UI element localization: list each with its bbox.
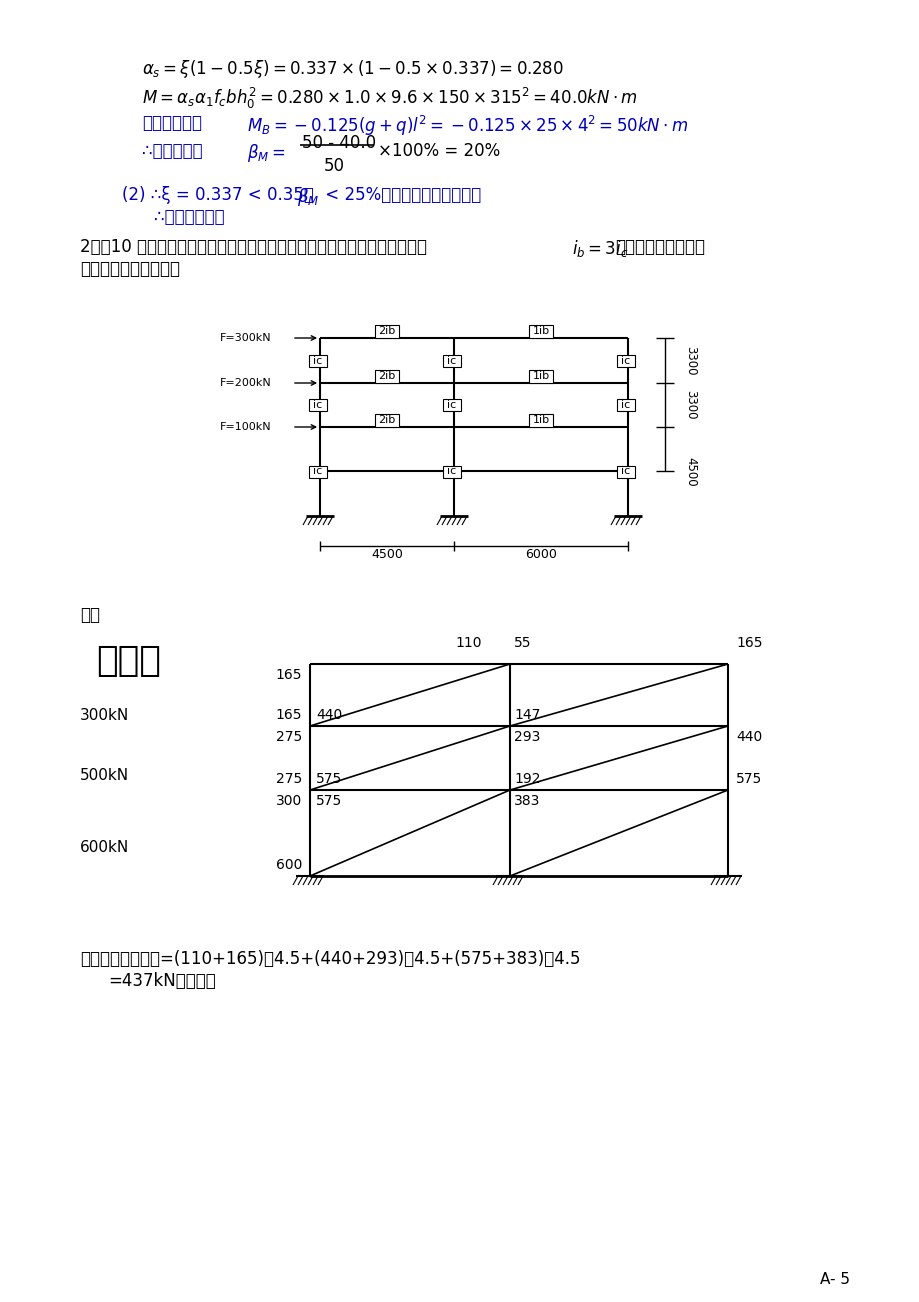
Bar	[617, 354, 634, 366]
Text: A- 5: A- 5	[819, 1272, 849, 1286]
Text: ic: ic	[447, 400, 456, 410]
Text: ic: ic	[620, 466, 630, 477]
Text: $i_b=3i_c$: $i_b=3i_c$	[572, 238, 628, 259]
Text: ic: ic	[313, 355, 323, 366]
Text: 4500: 4500	[683, 457, 697, 487]
Text: $\beta_M = $: $\beta_M = $	[246, 142, 285, 164]
Bar	[375, 370, 399, 383]
Text: F=300kN: F=300kN	[220, 333, 271, 342]
Text: ic: ic	[447, 355, 456, 366]
Bar	[528, 414, 552, 427]
Text: 。（杆旁矩形块内为: 。（杆旁矩形块内为	[614, 238, 704, 256]
Text: F=100kN: F=100kN	[220, 422, 271, 432]
Bar	[528, 370, 552, 383]
Text: 275: 275	[276, 772, 301, 786]
Text: 575: 575	[735, 772, 762, 786]
Text: $M_B = -0.125(g+q)l^2 = -0.125\times25\times4^2 = 50kN\cdot m$: $M_B = -0.125(g+q)l^2 = -0.125\times25\t…	[246, 115, 687, 138]
Text: 6000: 6000	[525, 548, 556, 561]
Text: ∴该设计合理。: ∴该设计合理。	[153, 208, 224, 227]
Text: ×100% = 20%: ×100% = 20%	[378, 142, 500, 160]
Text: 2ib: 2ib	[378, 415, 395, 424]
Bar	[617, 466, 634, 478]
Bar	[443, 354, 460, 366]
Text: 1ib: 1ib	[532, 371, 549, 381]
Text: 575: 575	[315, 794, 342, 809]
Text: 110: 110	[455, 635, 482, 650]
Text: 按弹性方法：: 按弹性方法：	[142, 115, 202, 132]
Text: 2ib: 2ib	[378, 371, 395, 381]
Bar	[528, 324, 552, 337]
Bar	[309, 466, 326, 478]
Text: 147: 147	[514, 708, 539, 723]
Text: ic: ic	[313, 400, 323, 410]
Text: 300: 300	[276, 794, 301, 809]
Text: =437kN（拉力）: =437kN（拉力）	[108, 973, 216, 990]
Text: < 25%，满足弯矩调整的原则: < 25%，满足弯矩调整的原则	[320, 186, 481, 204]
Text: 2ib: 2ib	[378, 326, 395, 336]
Text: 440: 440	[315, 708, 342, 723]
Text: F=200kN: F=200kN	[220, 378, 271, 388]
Text: 50 - 40.0: 50 - 40.0	[301, 134, 376, 152]
Text: 1ib: 1ib	[532, 415, 549, 424]
Text: 383: 383	[514, 794, 539, 809]
Text: ic: ic	[447, 466, 456, 477]
Text: 1ib: 1ib	[532, 326, 549, 336]
Text: 3300: 3300	[683, 346, 697, 375]
Text: 165: 165	[275, 668, 301, 682]
Text: 575: 575	[315, 772, 342, 786]
Text: ∴调幅系数：: ∴调幅系数：	[142, 142, 202, 160]
Text: 293: 293	[514, 730, 539, 743]
Bar	[443, 466, 460, 478]
Text: 500kN: 500kN	[80, 768, 129, 784]
Text: 165: 165	[735, 635, 762, 650]
Text: 192: 192	[514, 772, 540, 786]
Bar	[375, 324, 399, 337]
Text: 该杆的相对线刚度。）: 该杆的相对线刚度。）	[80, 260, 180, 279]
Text: 600: 600	[276, 858, 301, 872]
Text: 440: 440	[735, 730, 762, 743]
Text: 4500: 4500	[370, 548, 403, 561]
Bar	[309, 398, 326, 411]
Text: $\alpha_s = \xi(1-0.5\xi) = 0.337\times(1-0.5\times0.337) = 0.280$: $\alpha_s = \xi(1-0.5\xi) = 0.337\times(…	[142, 59, 563, 79]
Text: 3300: 3300	[683, 391, 697, 419]
Text: (2) ∴ξ = 0.337 < 0.35，: (2) ∴ξ = 0.337 < 0.35，	[122, 186, 313, 204]
Bar	[309, 354, 326, 366]
Text: 底层左边柱的轴力=(110+165)／4.5+(440+293)／4.5+(575+383)／4.5: 底层左边柱的轴力=(110+165)／4.5+(440+293)／4.5+(57…	[80, 950, 580, 967]
Text: 300kN: 300kN	[80, 707, 129, 723]
Text: ic: ic	[620, 400, 630, 410]
Text: 解：: 解：	[80, 605, 100, 624]
Text: 55: 55	[514, 635, 531, 650]
Text: ic: ic	[620, 355, 630, 366]
Bar	[375, 414, 399, 427]
Text: 165: 165	[275, 708, 301, 723]
Text: 层剪力: 层剪力	[96, 644, 161, 678]
Text: 50: 50	[323, 158, 345, 174]
Text: $\beta_M$: $\beta_M$	[297, 186, 319, 208]
Text: 600kN: 600kN	[80, 841, 129, 855]
Bar	[443, 398, 460, 411]
Bar	[617, 398, 634, 411]
Text: ic: ic	[313, 466, 323, 477]
Text: 2、（10 分）利用反弯点法求下图框架的弯矩图，并求底层左边柱的轴力。: 2、（10 分）利用反弯点法求下图框架的弯矩图，并求底层左边柱的轴力。	[80, 238, 426, 256]
Text: 275: 275	[276, 730, 301, 743]
Text: $M = \alpha_s\alpha_1 f_c bh_0^2 = 0.280\times1.0\times9.6\times150\times315^2 =: $M = \alpha_s\alpha_1 f_c bh_0^2 = 0.280…	[142, 86, 637, 111]
